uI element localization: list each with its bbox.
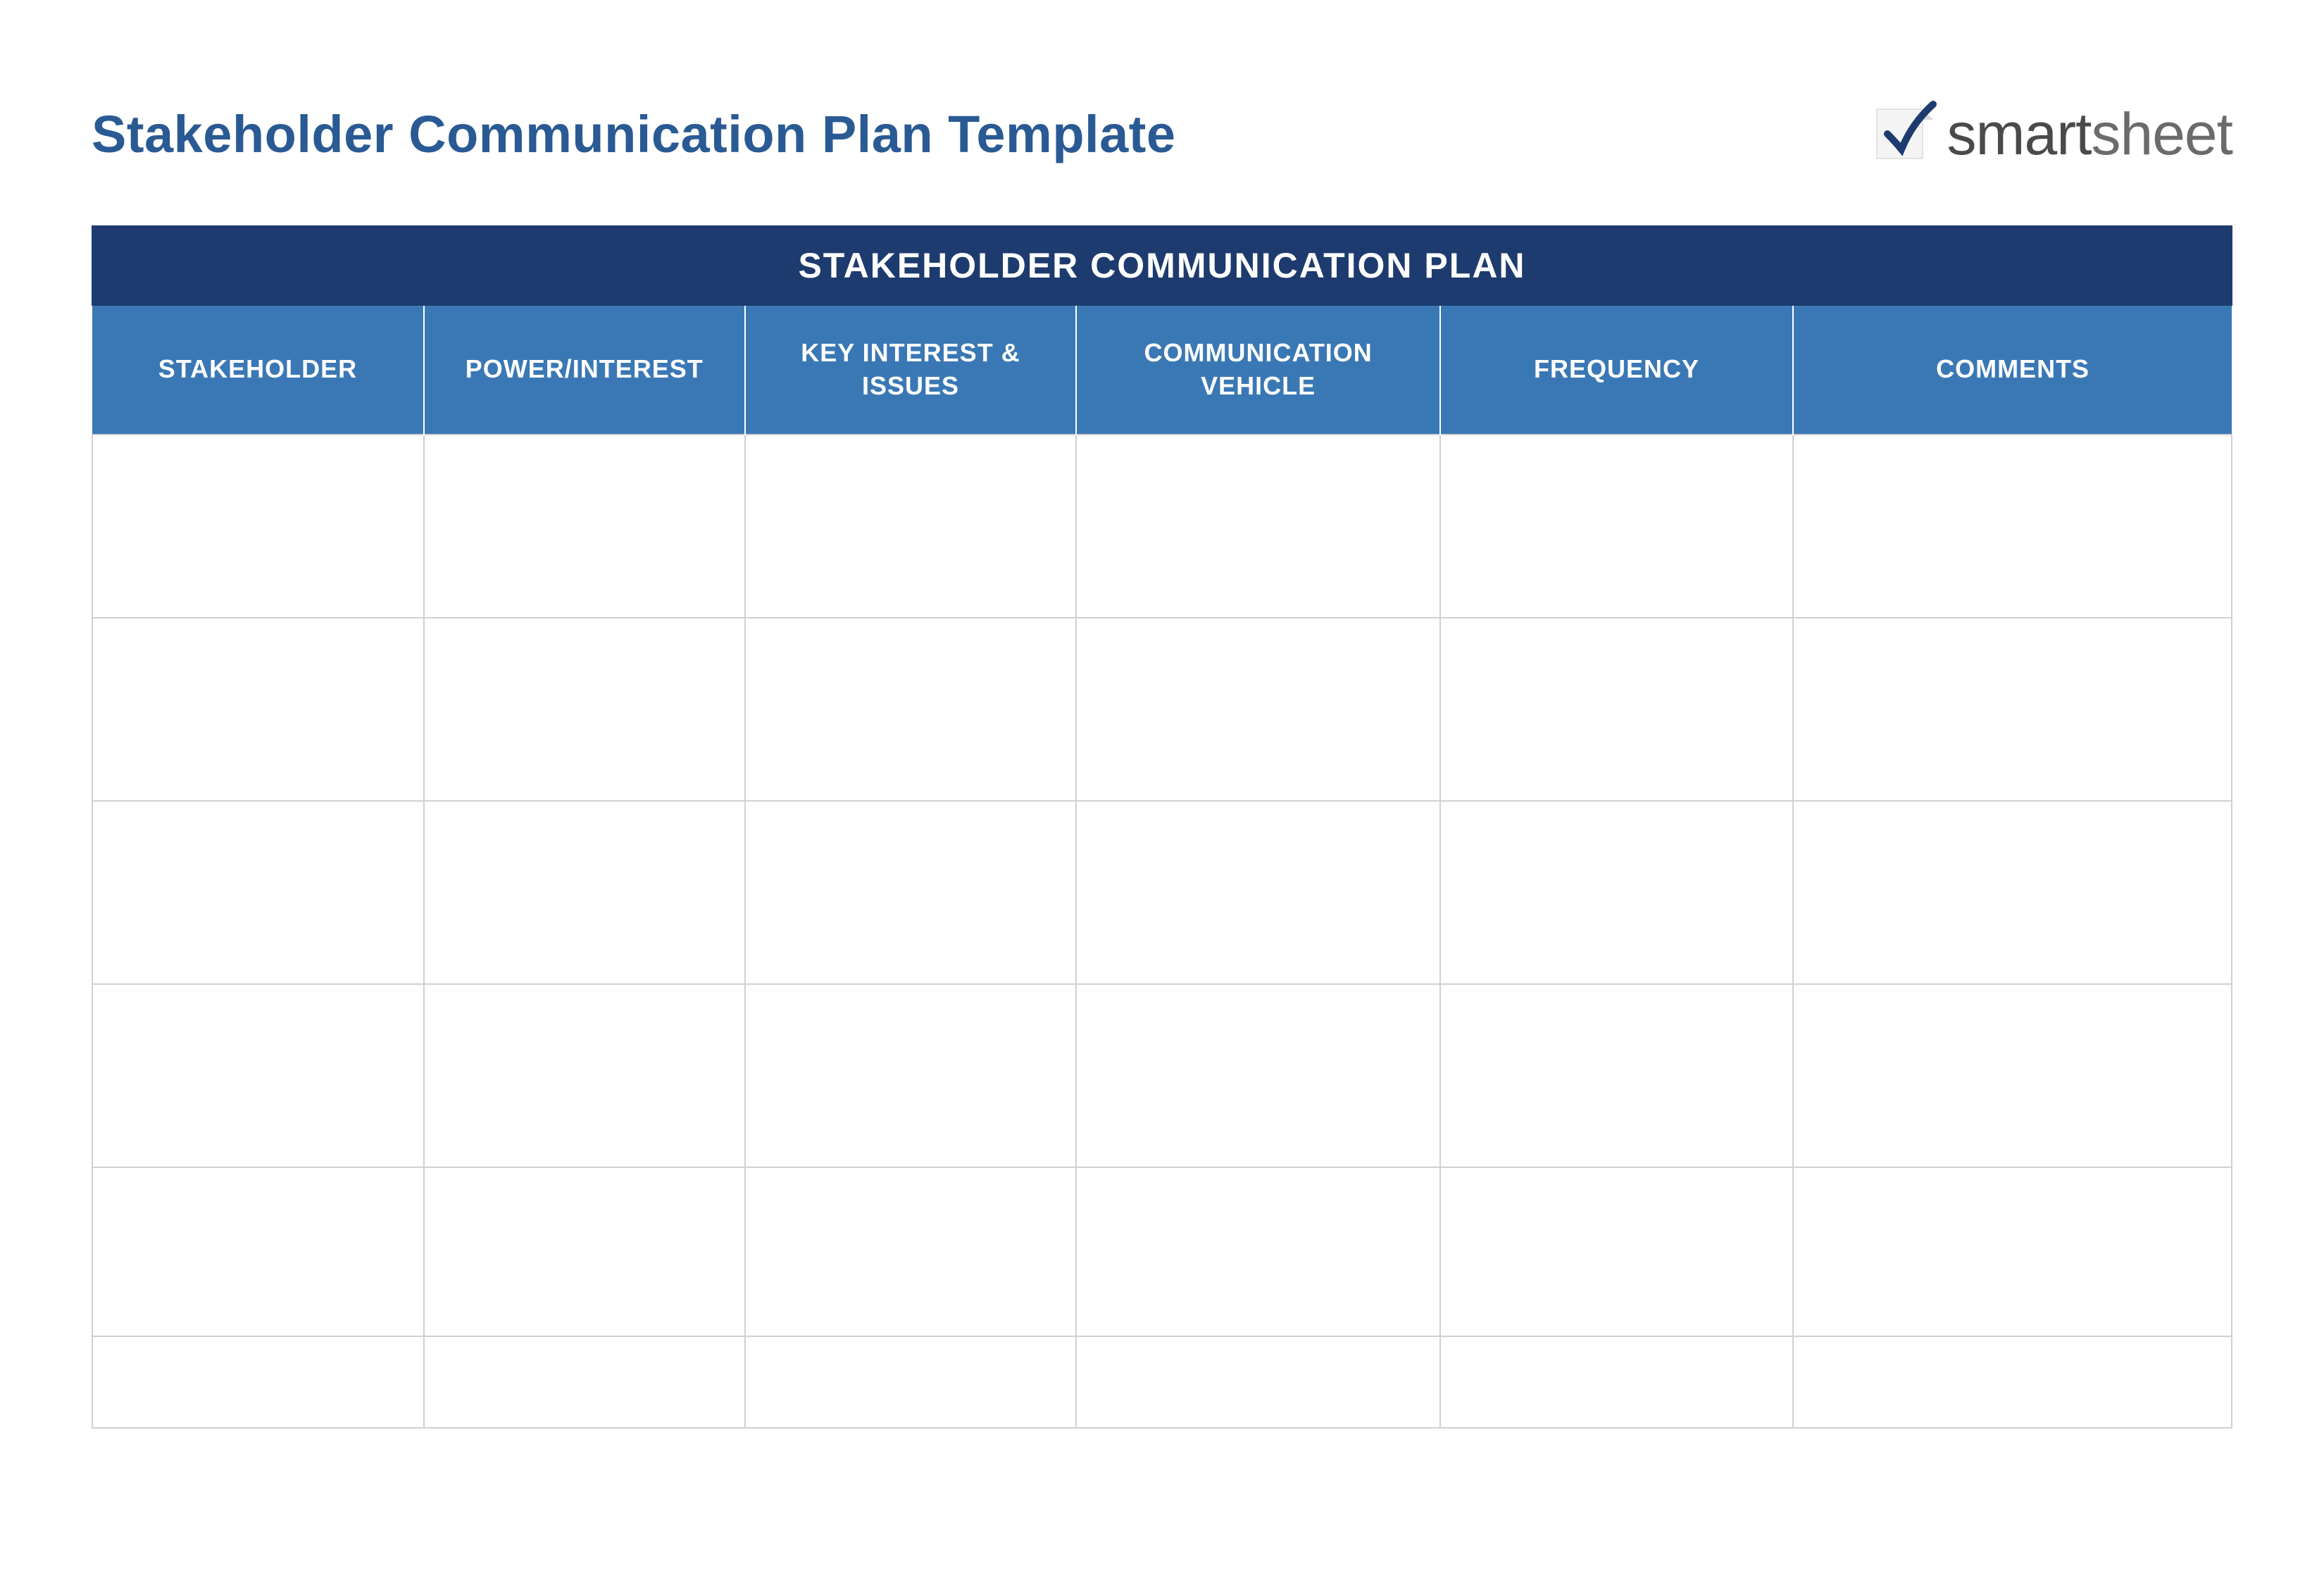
table-cell[interactable]: [424, 984, 745, 1167]
table-cell[interactable]: [1440, 801, 1793, 984]
table-row: [92, 1167, 2232, 1336]
table-cell[interactable]: [1076, 1336, 1439, 1428]
table-cell[interactable]: [745, 435, 1077, 618]
table-cell[interactable]: [1793, 1167, 2232, 1336]
table-cell[interactable]: [92, 1167, 424, 1336]
table-row: [92, 435, 2232, 618]
table-cell[interactable]: [745, 618, 1077, 801]
table-body: [92, 435, 2232, 1428]
logo-text: smartsheet: [1947, 100, 2233, 168]
table-header-row: STAKEHOLDER POWER/INTEREST KEY INTEREST …: [92, 306, 2232, 435]
table-cell[interactable]: [1440, 984, 1793, 1167]
table-cell[interactable]: [1440, 618, 1793, 801]
table-cell[interactable]: [424, 618, 745, 801]
table-cell[interactable]: [1793, 1336, 2232, 1428]
table-cell[interactable]: [424, 801, 745, 984]
table-cell[interactable]: [424, 1167, 745, 1336]
table-title: STAKEHOLDER COMMUNICATION PLAN: [92, 225, 2232, 306]
table-cell[interactable]: [1076, 618, 1439, 801]
table-cell[interactable]: [1076, 435, 1439, 618]
table-cell[interactable]: [424, 435, 745, 618]
smartsheet-logo: smartsheet: [1870, 99, 2233, 169]
table-container: STAKEHOLDER COMMUNICATION PLAN STAKEHOLD…: [92, 225, 2232, 1429]
table-cell[interactable]: [1440, 1167, 1793, 1336]
communication-plan-table: STAKEHOLDER POWER/INTEREST KEY INTEREST …: [92, 306, 2232, 1429]
table-row: [92, 1336, 2232, 1428]
table-cell[interactable]: [92, 801, 424, 984]
page-title: Stakeholder Communication Plan Template: [92, 104, 1176, 164]
table-cell[interactable]: [745, 801, 1077, 984]
table-cell[interactable]: [1793, 618, 2232, 801]
col-header-frequency: FREQUENCY: [1440, 306, 1793, 435]
col-header-comments: COMMENTS: [1793, 306, 2232, 435]
col-header-power-interest: POWER/INTEREST: [424, 306, 745, 435]
table-cell[interactable]: [745, 984, 1077, 1167]
logo-text-bold: smart: [1947, 101, 2092, 167]
table-cell[interactable]: [745, 1167, 1077, 1336]
checkmark-icon: [1870, 99, 1940, 169]
table-cell[interactable]: [92, 618, 424, 801]
table-cell[interactable]: [92, 435, 424, 618]
col-header-stakeholder: STAKEHOLDER: [92, 306, 424, 435]
col-header-key-interest: KEY INTEREST & ISSUES: [745, 306, 1077, 435]
table-cell[interactable]: [1076, 1167, 1439, 1336]
table-row: [92, 618, 2232, 801]
table-cell[interactable]: [1793, 435, 2232, 618]
table-cell[interactable]: [92, 984, 424, 1167]
table-cell[interactable]: [1793, 984, 2232, 1167]
table-cell[interactable]: [1440, 1336, 1793, 1428]
table-cell[interactable]: [424, 1336, 745, 1428]
table-cell[interactable]: [92, 1336, 424, 1428]
table-cell[interactable]: [1076, 984, 1439, 1167]
table-row: [92, 984, 2232, 1167]
logo-text-light: sheet: [2092, 101, 2233, 167]
col-header-comm-vehicle: COMMUNICATION VEHICLE: [1076, 306, 1439, 435]
table-cell[interactable]: [1440, 435, 1793, 618]
table-row: [92, 801, 2232, 984]
table-cell[interactable]: [1076, 801, 1439, 984]
header-row: Stakeholder Communication Plan Template …: [92, 99, 2232, 169]
table-cell[interactable]: [745, 1336, 1077, 1428]
table-cell[interactable]: [1793, 801, 2232, 984]
